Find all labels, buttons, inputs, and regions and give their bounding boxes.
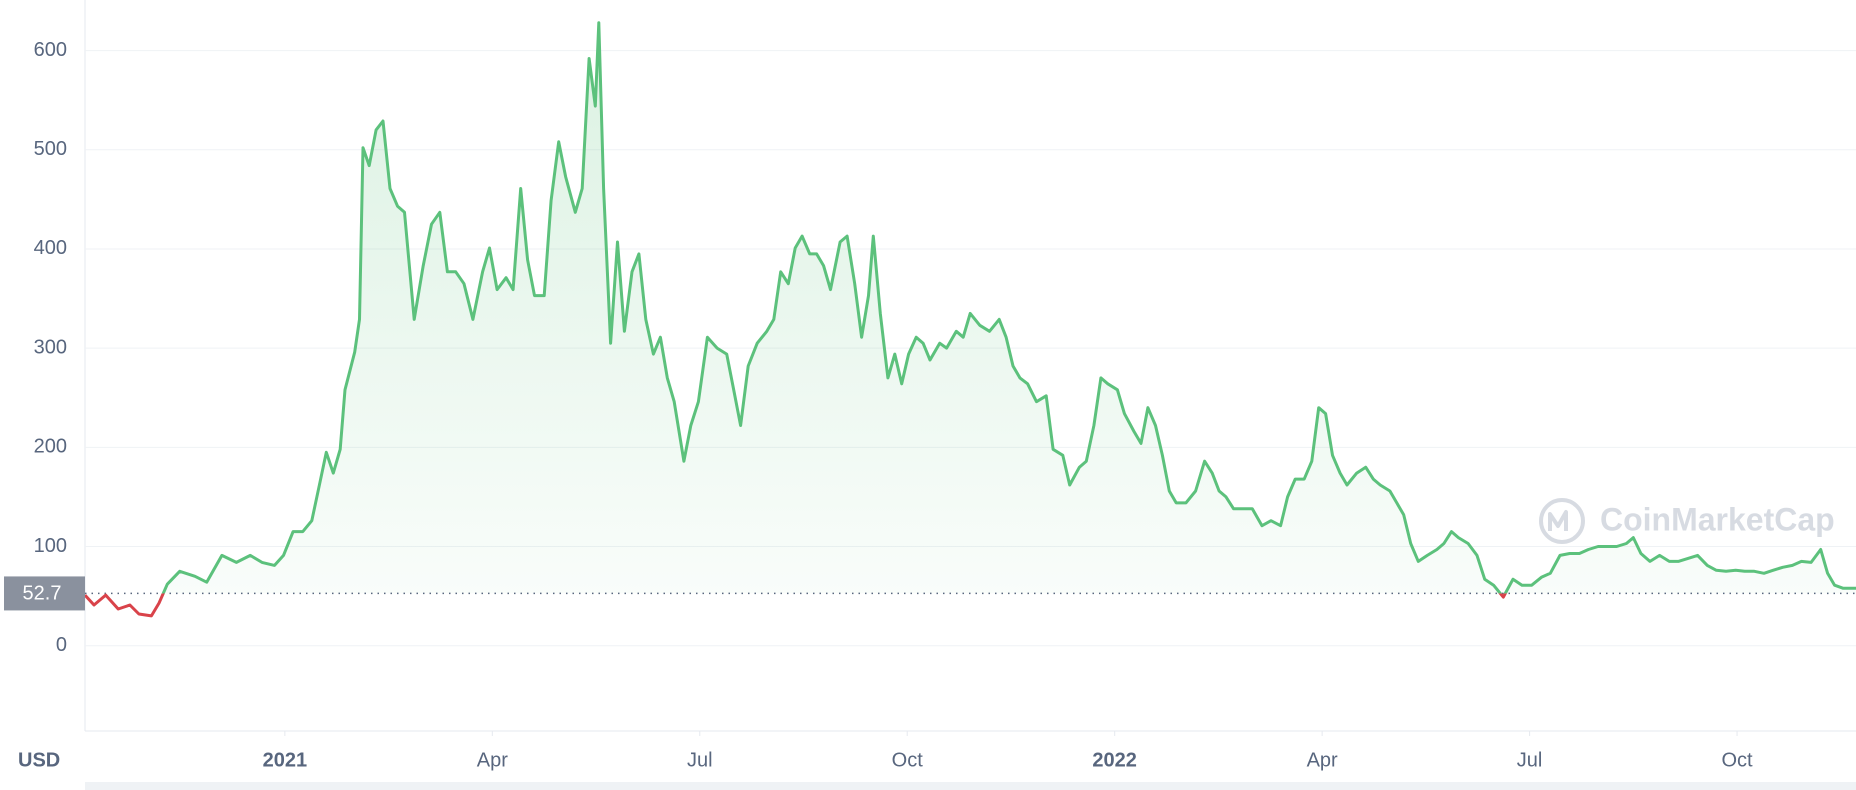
y-tick-label: 200 [34,436,67,458]
reference-label-box [4,576,85,611]
price-line [161,21,1856,594]
x-tick-label: Jul [687,749,713,771]
x-tick-label: Apr [477,749,508,771]
y-tick-label: 0 [56,634,67,656]
area-fill [163,22,1856,594]
reference-label: 52.7 [23,583,62,605]
watermark-logo [1539,498,1585,544]
watermark-logo-mark [1548,510,1568,531]
x-tick-label: Apr [1307,749,1338,771]
x-tick-label: Jul [1517,749,1543,771]
x-tick-label: 2021 [263,749,308,771]
y-tick-label: 600 [34,39,67,61]
y-tick-label: 400 [34,237,67,259]
x-tick-label: Oct [1721,749,1753,771]
y-tick-label: 300 [34,336,67,358]
x-tick-label: Oct [892,749,924,771]
scrollbar-track [85,782,1856,790]
y-tick-label: 500 [34,138,67,160]
x-tick-label: 2022 [1092,749,1137,771]
currency-label: USD [18,749,60,771]
y-tick-label: 100 [34,535,67,557]
watermark: CoinMarketCap [1539,498,1835,544]
watermark-text: CoinMarketCap [1600,501,1835,537]
